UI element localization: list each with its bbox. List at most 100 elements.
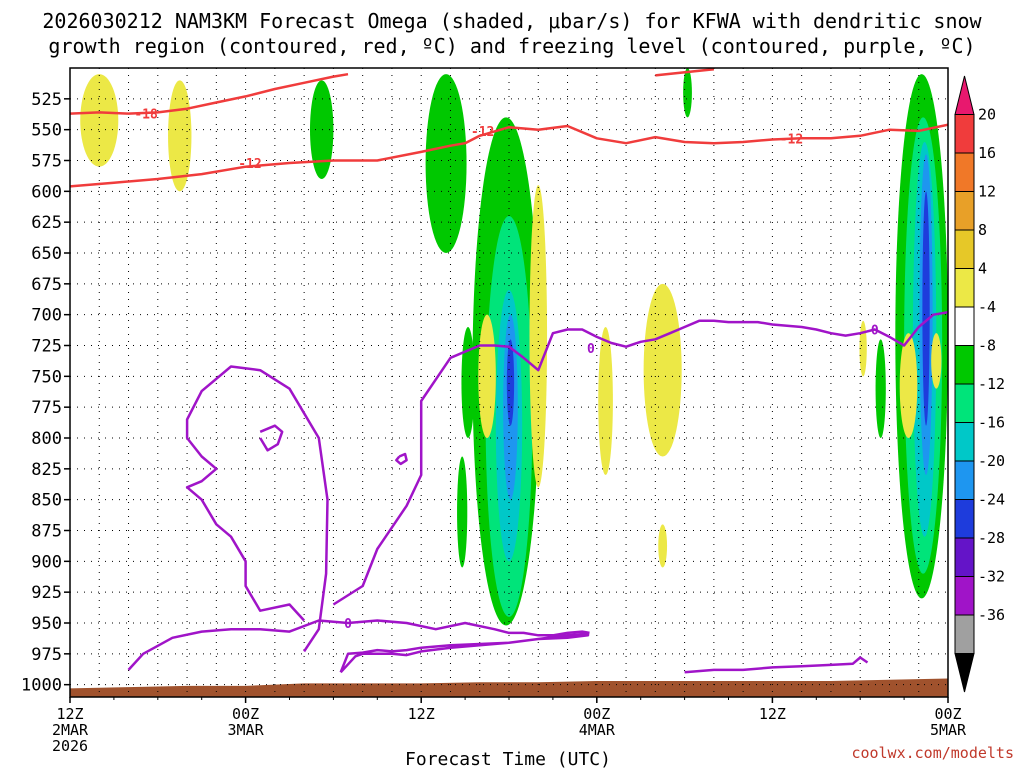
x-tick-label-3-0: 00Z xyxy=(583,705,610,723)
y-tick-label-925: 925 xyxy=(31,583,62,603)
omega-region-25 xyxy=(931,333,942,389)
y-tick-label-575: 575 xyxy=(31,152,62,172)
omega-region-16 xyxy=(80,74,119,167)
colorbar-swatch-2 xyxy=(954,152,975,192)
colorbar-swatch-14 xyxy=(954,614,975,654)
y-tick-label-775: 775 xyxy=(31,398,62,418)
temp-contour-0 xyxy=(70,72,349,115)
colorbar-swatch-6 xyxy=(954,306,975,346)
y-tick-label-750: 750 xyxy=(31,367,62,387)
colorbar-label-2: 12 xyxy=(978,183,996,201)
temp-contour-label-1-2: -12 xyxy=(780,132,803,147)
freezing-contour-2 xyxy=(332,310,948,606)
chart-title: 2026030212 NAM3KM Forecast Omega (shaded… xyxy=(42,9,982,58)
y-tick-label-800: 800 xyxy=(31,429,62,449)
x-tick-label-5-0: 00Z xyxy=(934,705,961,723)
colorbar-label-3: 8 xyxy=(978,221,987,239)
freezing-contour-label-2-0: 0 xyxy=(871,323,879,338)
x-axis-label: Forecast Time (UTC) xyxy=(405,749,611,768)
y-tick-label-550: 550 xyxy=(31,121,62,141)
colorbar-swatch-15 xyxy=(954,653,975,693)
omega-region-18 xyxy=(478,314,496,439)
omega-region-9 xyxy=(683,68,692,118)
freezing-contour-4 xyxy=(684,656,869,674)
y-tick-label-950: 950 xyxy=(31,614,62,634)
omega-region-7 xyxy=(461,327,475,438)
omega-region-6 xyxy=(506,339,515,426)
credit-text: coolwx.com/modelts xyxy=(851,744,1014,762)
colorbar-swatch-13 xyxy=(954,576,975,616)
y-tick-label-900: 900 xyxy=(31,552,62,572)
colorbar-label-13: -36 xyxy=(978,606,1005,624)
y-tick-label-700: 700 xyxy=(31,306,62,326)
colorbar-swatch-0 xyxy=(954,75,975,115)
colorbar-label-5: -4 xyxy=(978,298,996,316)
omega-region-1 xyxy=(425,74,467,254)
colorbar-swatch-5 xyxy=(954,268,975,308)
y-tick-label-600: 600 xyxy=(31,182,62,202)
colorbar-label-9: -20 xyxy=(978,452,1005,470)
omega-region-24 xyxy=(899,333,918,439)
y-tick-label-625: 625 xyxy=(31,213,62,233)
title-line-2: growth region (contoured, red, ºC) and f… xyxy=(48,34,975,58)
colorbar-swatch-4 xyxy=(954,229,975,269)
x-tick-label-2-0: 12Z xyxy=(408,705,435,723)
omega-region-19 xyxy=(529,185,548,488)
omega-region-0 xyxy=(309,80,334,179)
colorbar-swatch-12 xyxy=(954,537,975,577)
colorbar-label-4: 4 xyxy=(978,260,987,278)
x-tick-label-0-0: 12Z xyxy=(56,705,83,723)
y-tick-label-525: 525 xyxy=(31,90,62,110)
plot-area: -18 -12 -12 -12 0 0 0 525 550 575 600 625 650 675 700 7… xyxy=(21,67,967,755)
temp-contour-1 xyxy=(70,123,948,188)
colorbar-swatch-11 xyxy=(954,499,975,539)
temp-contour-2 xyxy=(655,68,715,77)
freezing-contour-1 xyxy=(127,619,590,671)
colorbar: 20 16 12 8 4 -4 -8 -12 -16 -20 -24 -28 -32 -36 xyxy=(954,75,1005,693)
omega-region-14 xyxy=(922,191,930,426)
y-tick-label-1000: 1000 xyxy=(21,676,62,696)
title-line-1: 2026030212 NAM3KM Forecast Omega (shaded… xyxy=(42,9,982,33)
x-tick-label-0-2: 2026 xyxy=(52,737,88,755)
freezing-contour-3 xyxy=(339,631,590,674)
plot-inner: -18 -12 -12 -12 0 0 0 xyxy=(70,68,948,697)
x-tick-label-5-1: 5MAR xyxy=(930,721,967,739)
colorbar-swatch-9 xyxy=(954,422,975,462)
colorbar-label-10: -24 xyxy=(978,491,1005,509)
colorbar-swatch-8 xyxy=(954,383,975,423)
x-tick-label-0-1: 2MAR xyxy=(52,721,89,739)
omega-region-21 xyxy=(643,283,682,457)
y-tick-label-725: 725 xyxy=(31,337,62,357)
colorbar-label-11: -28 xyxy=(978,529,1005,547)
omega-region-23 xyxy=(859,320,867,377)
colorbar-label-7: -12 xyxy=(978,375,1005,393)
y-tick-label-825: 825 xyxy=(31,460,62,480)
colorbar-label-8: -16 xyxy=(978,414,1005,432)
colorbar-label-0: 20 xyxy=(978,106,996,124)
y-tick-label-875: 875 xyxy=(31,522,62,542)
omega-region-15 xyxy=(875,339,886,438)
x-tick-label-3-1: 4MAR xyxy=(579,721,616,739)
x-tick-label-1-1: 3MAR xyxy=(228,721,265,739)
temp-contour-label-1-0: -12 xyxy=(238,157,261,172)
x-tick-label-1-0: 00Z xyxy=(232,705,259,723)
y-tick-label-650: 650 xyxy=(31,244,62,264)
terrain xyxy=(70,678,948,697)
y-tick-label-675: 675 xyxy=(31,275,62,295)
freezing-contour-label-1-0: 0 xyxy=(344,617,352,632)
temp-contour-label-0-0: -18 xyxy=(134,108,158,123)
colorbar-swatch-7 xyxy=(954,345,975,385)
freezing-contour-label-0-0: 0 xyxy=(587,342,595,357)
x-tick-label-4-0: 12Z xyxy=(759,705,786,723)
colorbar-label-1: 16 xyxy=(978,144,996,162)
omega-region-22 xyxy=(658,524,668,568)
colorbar-label-12: -32 xyxy=(978,568,1005,586)
omega-region-8 xyxy=(457,456,468,568)
y-tick-label-975: 975 xyxy=(31,645,62,665)
colorbar-swatch-10 xyxy=(954,460,975,500)
temp-contour-label-1-1: -12 xyxy=(471,125,494,140)
colorbar-label-6: -8 xyxy=(978,337,996,355)
freezing-contour-5 xyxy=(259,424,284,452)
freezing-contour-0 xyxy=(185,365,329,653)
